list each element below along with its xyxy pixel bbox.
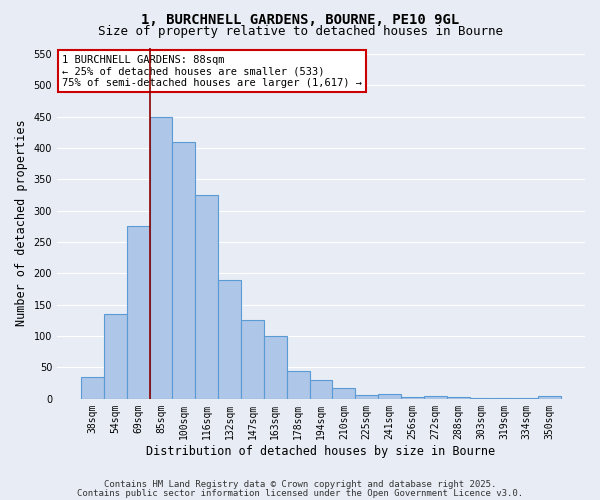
Bar <box>218 280 241 399</box>
Text: Contains HM Land Registry data © Crown copyright and database right 2025.: Contains HM Land Registry data © Crown c… <box>104 480 496 489</box>
Text: 1 BURCHNELL GARDENS: 88sqm
← 25% of detached houses are smaller (533)
75% of sem: 1 BURCHNELL GARDENS: 88sqm ← 25% of deta… <box>62 54 362 88</box>
Bar <box>310 380 332 399</box>
Bar <box>127 226 149 399</box>
Bar <box>149 116 172 399</box>
Bar <box>81 377 104 399</box>
Bar <box>104 314 127 399</box>
Bar <box>424 396 447 399</box>
Bar <box>401 397 424 399</box>
Bar <box>355 395 378 399</box>
Bar <box>332 388 355 399</box>
Bar <box>378 394 401 399</box>
Y-axis label: Number of detached properties: Number of detached properties <box>15 120 28 326</box>
Bar <box>447 397 470 399</box>
Bar <box>538 396 561 399</box>
Bar <box>241 320 264 399</box>
X-axis label: Distribution of detached houses by size in Bourne: Distribution of detached houses by size … <box>146 444 496 458</box>
Bar <box>470 398 493 399</box>
Bar <box>196 195 218 399</box>
Text: 1, BURCHNELL GARDENS, BOURNE, PE10 9GL: 1, BURCHNELL GARDENS, BOURNE, PE10 9GL <box>141 12 459 26</box>
Text: Size of property relative to detached houses in Bourne: Size of property relative to detached ho… <box>97 25 503 38</box>
Text: Contains public sector information licensed under the Open Government Licence v3: Contains public sector information licen… <box>77 488 523 498</box>
Bar <box>264 336 287 399</box>
Bar <box>172 142 196 399</box>
Bar <box>515 398 538 399</box>
Bar <box>287 370 310 399</box>
Bar <box>493 398 515 399</box>
